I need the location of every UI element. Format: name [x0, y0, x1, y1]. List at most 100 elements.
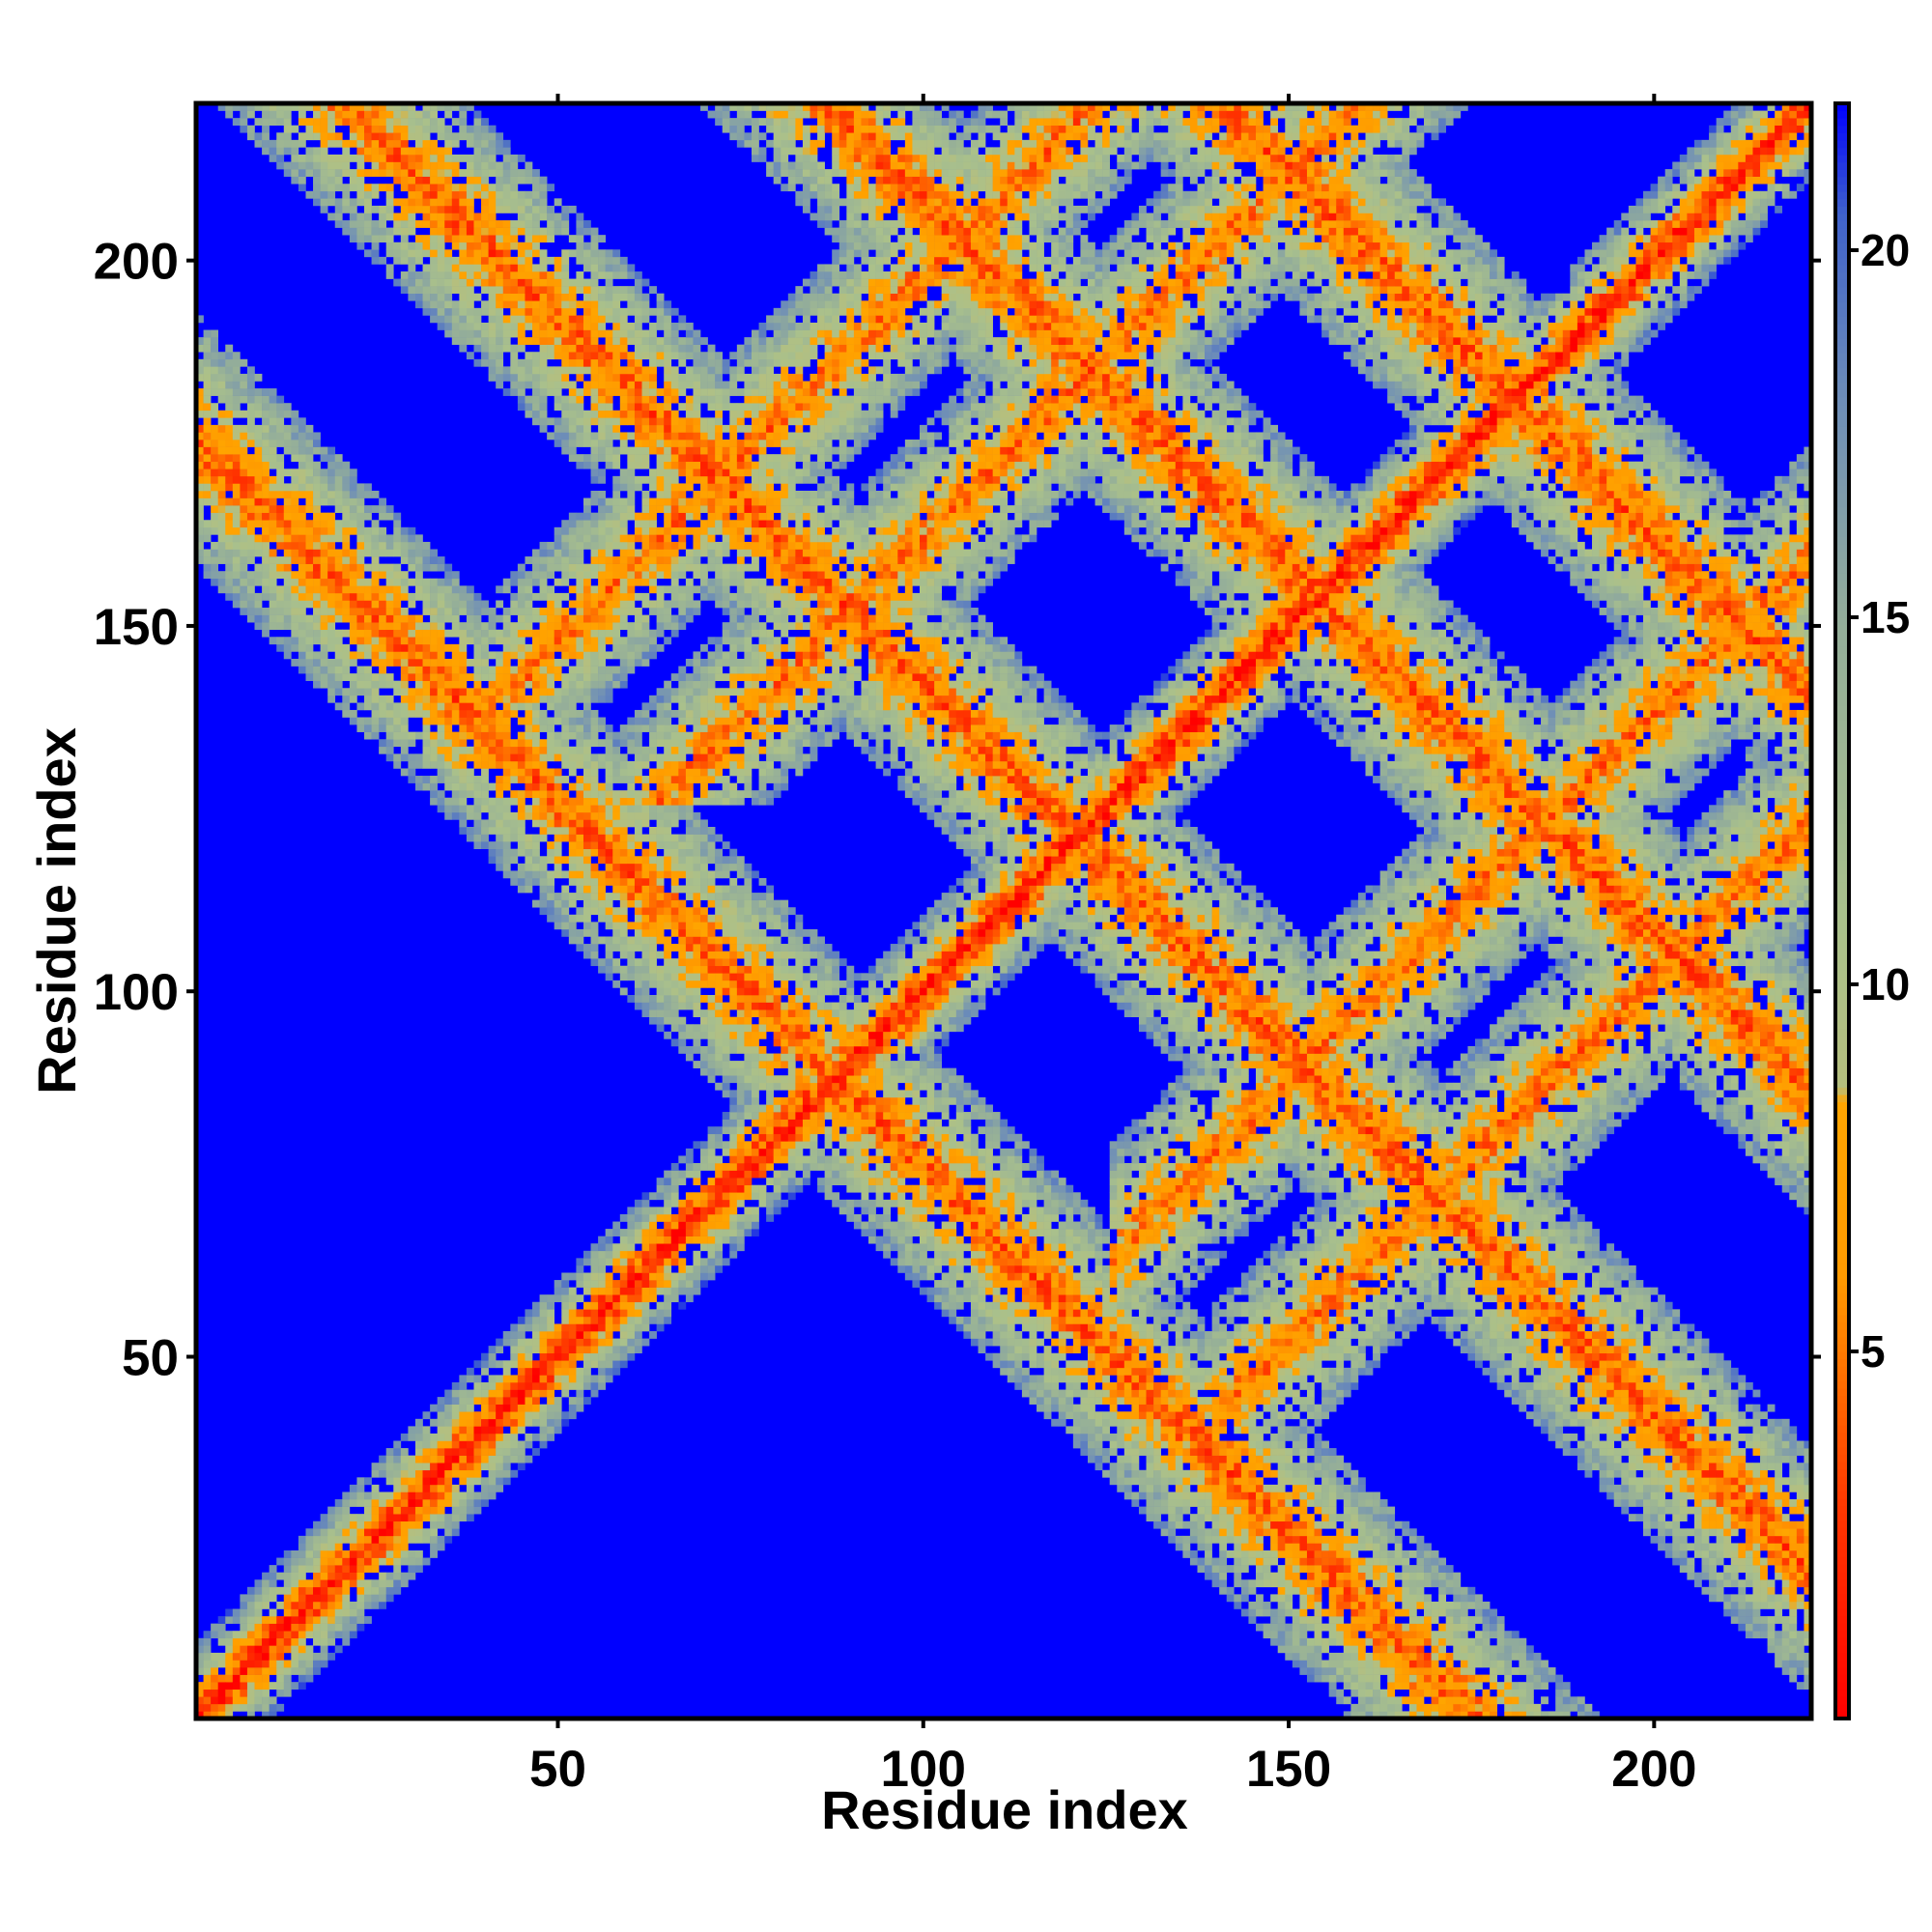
heatmap-cell: [583, 724, 591, 732]
heatmap-cell: [649, 753, 657, 761]
heatmap-cell: [218, 550, 226, 557]
heatmap-cell: [612, 841, 620, 849]
heatmap-cell: [496, 835, 503, 842]
heatmap-cell: [438, 177, 445, 185]
heatmap-cell: [510, 206, 518, 213]
heatmap-cell: [379, 220, 386, 228]
heatmap-cell: [657, 761, 665, 769]
heatmap-cell: [240, 440, 247, 447]
heatmap-cell: [591, 1280, 599, 1288]
heatmap-cell: [569, 571, 577, 579]
heatmap-cell: [452, 1521, 460, 1529]
heatmap-cell: [525, 1375, 532, 1382]
heatmap-cell: [335, 498, 343, 506]
heatmap-cell: [438, 1426, 445, 1434]
heatmap-cell: [489, 1390, 497, 1398]
heatmap-cell: [393, 753, 401, 761]
heatmap-cell: [444, 1405, 452, 1412]
heatmap-cell: [430, 585, 438, 593]
heatmap-cell: [627, 835, 635, 842]
heatmap-cell: [459, 593, 467, 601]
heatmap-cell: [423, 673, 431, 681]
heatmap-cell: [606, 571, 613, 579]
heatmap-cell: [298, 593, 306, 601]
heatmap-cell: [204, 564, 212, 572]
heatmap-cell: [598, 1353, 606, 1361]
heatmap-cell: [473, 147, 481, 155]
heatmap-cell: [364, 235, 372, 242]
heatmap-cell: [583, 257, 591, 265]
heatmap-cell: [327, 1653, 335, 1661]
heatmap-cell: [240, 1609, 247, 1617]
heatmap-cell: [561, 1294, 569, 1302]
heatmap-cell: [598, 1280, 606, 1288]
heatmap-cell: [218, 411, 226, 418]
heatmap-cell: [335, 644, 343, 652]
heatmap-cell: [438, 1441, 445, 1449]
heatmap-cell: [415, 1426, 423, 1434]
heatmap-cell: [554, 600, 562, 608]
heatmap-cell: [240, 498, 247, 506]
heatmap-cell: [423, 1536, 431, 1544]
heatmap-cell: [598, 425, 606, 433]
heatmap-cell: [583, 688, 591, 696]
heatmap-cell: [525, 242, 532, 250]
heatmap-cell: [438, 300, 445, 308]
heatmap-cell: [532, 688, 540, 696]
heatmap-cell: [276, 542, 284, 550]
heatmap-cell: [489, 673, 497, 681]
heatmap-cell: [561, 1419, 569, 1427]
heatmap-cell: [452, 579, 460, 586]
heatmap-cell: [540, 585, 548, 593]
heatmap-cell: [430, 294, 438, 301]
heatmap-cell: [620, 790, 628, 798]
heatmap-cell: [233, 1667, 241, 1675]
heatmap-cell: [247, 454, 255, 462]
heatmap-cell: [467, 702, 474, 710]
heatmap-cell: [255, 608, 263, 615]
heatmap-cell: [635, 294, 642, 301]
heatmap-cell: [284, 1660, 292, 1667]
heatmap-cell: [657, 585, 665, 593]
heatmap-cell: [620, 893, 628, 900]
heatmap-cell: [225, 447, 233, 455]
heatmap-cell: [649, 476, 657, 484]
heatmap-cell: [496, 286, 503, 294]
heatmap-cell: [430, 300, 438, 308]
heatmap-cell: [627, 637, 635, 644]
heatmap-cell: [561, 622, 569, 630]
heatmap-cell: [532, 819, 540, 827]
heatmap-cell: [576, 812, 583, 820]
heatmap-cell: [240, 491, 247, 498]
heatmap-cell: [327, 498, 335, 506]
heatmap-cell: [342, 140, 350, 148]
heatmap-cell: [262, 608, 270, 615]
heatmap-cell: [540, 870, 548, 878]
heatmap-cell: [612, 790, 620, 798]
heatmap-cell: [657, 922, 665, 929]
heatmap-cell: [452, 585, 460, 593]
heatmap-cell: [481, 608, 489, 615]
heatmap-cell: [459, 213, 467, 220]
heatmap-cell: [489, 147, 497, 155]
heatmap-cell: [218, 1696, 226, 1704]
heatmap-cell: [481, 1426, 489, 1434]
heatmap-cell: [313, 600, 321, 608]
heatmap-cell: [591, 366, 599, 374]
heatmap-cell: [291, 491, 298, 498]
heatmap-cell: [270, 615, 277, 623]
heatmap-cell: [473, 688, 481, 696]
heatmap-cell: [496, 827, 503, 835]
heatmap-cell: [627, 1339, 635, 1347]
heatmap-cell: [583, 1288, 591, 1295]
heatmap-cell: [459, 622, 467, 630]
heatmap-cell: [510, 870, 518, 878]
heatmap-cell: [525, 308, 532, 316]
heatmap-cell: [540, 608, 548, 615]
heatmap-cell: [583, 359, 591, 367]
heatmap-cell: [569, 359, 577, 367]
heatmap-cell: [467, 242, 474, 250]
heatmap-cell: [225, 374, 233, 382]
heatmap-cell: [547, 732, 554, 740]
heatmap-cell: [204, 366, 212, 374]
